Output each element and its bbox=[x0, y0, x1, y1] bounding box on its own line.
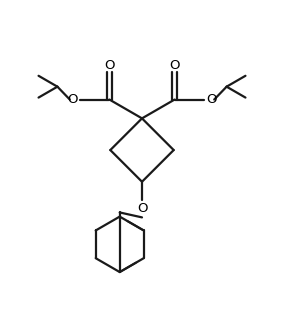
Text: O: O bbox=[104, 59, 115, 72]
Text: O: O bbox=[169, 59, 180, 72]
Text: O: O bbox=[137, 202, 147, 215]
Text: O: O bbox=[68, 93, 78, 106]
Text: O: O bbox=[206, 93, 217, 106]
